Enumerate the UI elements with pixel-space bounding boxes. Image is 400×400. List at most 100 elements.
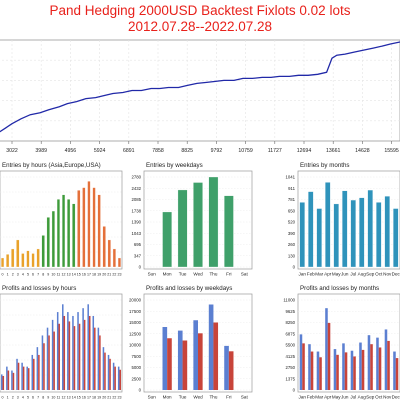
bar bbox=[1, 374, 3, 390]
bar bbox=[308, 344, 311, 390]
x-tick-label: 0 bbox=[2, 273, 4, 277]
x-tick-label: 23 bbox=[117, 396, 121, 400]
x-tick-label: Nov bbox=[383, 395, 392, 400]
y-tick-label: 390 bbox=[288, 231, 296, 236]
x-tick-label: 12 bbox=[62, 396, 66, 400]
x-tick-label: 19 bbox=[97, 396, 101, 400]
y-tick-label: 781 bbox=[288, 197, 296, 202]
bar bbox=[73, 326, 76, 390]
x-tick-label: 3 bbox=[17, 273, 19, 277]
bar bbox=[208, 304, 214, 390]
x-tick-label: Mar bbox=[315, 272, 323, 277]
y-tick-label: 15000 bbox=[129, 320, 142, 325]
x-tick-label: Sep bbox=[366, 272, 375, 277]
bar bbox=[333, 203, 339, 268]
panel-title: Profits and losses by hours bbox=[2, 285, 76, 292]
x-tick-label: 20 bbox=[102, 396, 106, 400]
x-tick-label: Jun bbox=[341, 395, 349, 400]
bar bbox=[114, 366, 116, 390]
bar bbox=[36, 248, 40, 268]
bar bbox=[167, 338, 172, 390]
x-tick-label: 19 bbox=[97, 273, 101, 277]
profits-losses-by-weekdays-chart: Profits and losses by weekdays 20000 17500… bbox=[129, 285, 253, 400]
bar bbox=[11, 248, 15, 268]
balance-chart: 3022 3989 4956 5924 6891 7858 8825 9792 10759 117… bbox=[0, 39, 400, 154]
y-tick-label: 1375 bbox=[285, 376, 295, 381]
x-tick-label: Dec bbox=[392, 272, 400, 277]
bar bbox=[325, 182, 331, 268]
bar bbox=[367, 189, 373, 268]
x-tick-label: 11 bbox=[57, 273, 61, 277]
bar bbox=[97, 327, 100, 390]
plot-frame bbox=[0, 170, 123, 270]
y-tick-label: 2085 bbox=[131, 197, 141, 202]
y-tick-label: 0 bbox=[293, 265, 296, 270]
x-tick-label: Apr bbox=[324, 395, 332, 400]
x-tick-label: 2 bbox=[12, 396, 14, 400]
plot-frame bbox=[0, 293, 123, 393]
x-tick-label: 20 bbox=[102, 273, 106, 277]
y-tick-label: 0 bbox=[293, 388, 296, 393]
panel-title: Entries by weekdays bbox=[146, 162, 203, 169]
bar bbox=[224, 195, 234, 268]
x-tick-label: 8 bbox=[42, 396, 44, 400]
y-tick-label: 0 bbox=[139, 265, 142, 270]
y-tick-label: 520 bbox=[288, 220, 296, 225]
x-tick-label: 15595 bbox=[384, 148, 399, 154]
x-tick-label: Jul bbox=[350, 395, 356, 400]
entries-by-hours-chart: Entries by hours (Asia,Europe,USA)0 1 2 3 4 5… bbox=[0, 162, 123, 277]
bar bbox=[27, 368, 30, 390]
bar bbox=[31, 354, 34, 390]
x-tick-label: 4 bbox=[22, 396, 24, 400]
bar bbox=[359, 197, 365, 268]
bar bbox=[53, 331, 55, 390]
x-tick-label: 13 bbox=[67, 396, 71, 400]
x-tick-label: 10 bbox=[51, 396, 55, 400]
x-tick-label: Sep bbox=[366, 395, 375, 400]
bar bbox=[117, 366, 120, 390]
x-tick-label: Sat bbox=[241, 395, 249, 400]
bar bbox=[7, 370, 10, 390]
bar bbox=[46, 217, 50, 268]
x-tick-label: Sun bbox=[148, 272, 157, 277]
bar bbox=[193, 320, 198, 390]
bar bbox=[61, 194, 66, 268]
x-tick-label: 1 bbox=[7, 396, 9, 400]
entries-by-weekdays-chart: Entries by weekdays 2780 2432 2085 1738 1390 1… bbox=[131, 162, 253, 277]
bar bbox=[162, 211, 172, 268]
x-tick-label: 3022 bbox=[6, 148, 18, 154]
bar bbox=[6, 254, 10, 268]
bar bbox=[350, 199, 356, 268]
bar bbox=[327, 322, 331, 390]
bar bbox=[17, 362, 20, 390]
bar bbox=[177, 330, 183, 390]
bar bbox=[109, 358, 111, 390]
x-tick-label: 21 bbox=[107, 396, 111, 400]
bar bbox=[299, 334, 303, 390]
x-tick-label: 7 bbox=[37, 396, 39, 400]
bar bbox=[68, 321, 71, 390]
y-tick-label: 2780 bbox=[131, 175, 141, 180]
x-tick-label: Aug bbox=[358, 272, 367, 277]
x-tick-label: Thu bbox=[209, 272, 217, 277]
x-tick-label: Nov bbox=[383, 272, 392, 277]
x-tick-label: 12 bbox=[62, 273, 66, 277]
bar bbox=[82, 187, 86, 268]
bar bbox=[213, 322, 219, 390]
bar bbox=[87, 181, 91, 268]
x-tick-label: 10759 bbox=[238, 148, 253, 154]
x-tick-label: 9792 bbox=[211, 148, 223, 154]
bar bbox=[82, 308, 84, 390]
x-tick-label: Jul bbox=[350, 272, 356, 277]
y-tick-label: 260 bbox=[288, 242, 296, 247]
bar bbox=[94, 327, 96, 390]
x-tick-label: 0 bbox=[2, 396, 4, 400]
x-tick-label: 1 bbox=[7, 273, 9, 277]
plot-frame bbox=[297, 293, 400, 393]
bar bbox=[228, 351, 234, 390]
bar bbox=[21, 253, 25, 268]
bar bbox=[6, 366, 8, 390]
bar bbox=[16, 358, 18, 390]
x-tick-label: Feb bbox=[307, 272, 315, 277]
y-tick-label: 347 bbox=[134, 253, 142, 258]
